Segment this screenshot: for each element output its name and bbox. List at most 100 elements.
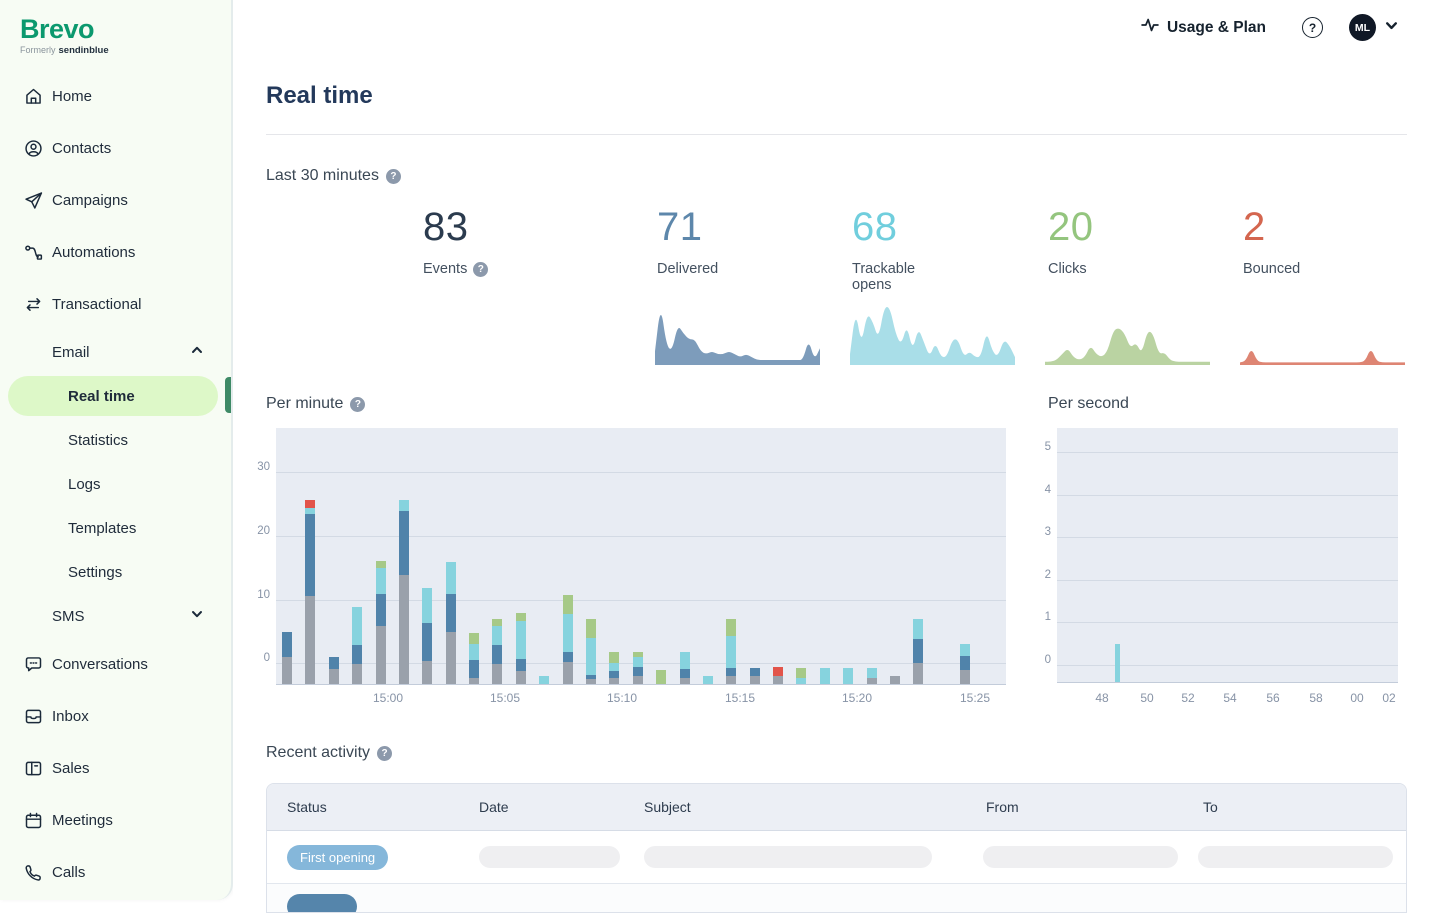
table-row[interactable]: First opening bbox=[267, 831, 1406, 883]
per-minute-bar-15:17 bbox=[773, 666, 783, 684]
avatar[interactable]: ML bbox=[1349, 14, 1376, 41]
bar-segment-trackable-opens bbox=[819, 668, 830, 684]
status-badge bbox=[287, 894, 357, 912]
pulse-icon bbox=[1140, 15, 1160, 40]
sidebar-item-automations[interactable]: Automations bbox=[0, 226, 231, 278]
column-header-to: To bbox=[1203, 799, 1218, 815]
per-minute-bar-14:57 bbox=[305, 500, 316, 684]
loading-skeleton bbox=[479, 846, 620, 868]
sidebar-item-inbox[interactable]: Inbox bbox=[0, 690, 231, 742]
sidebar-item-label: Email bbox=[52, 343, 90, 361]
recent-activity-help-icon[interactable]: ? bbox=[377, 745, 393, 761]
sidebar-item-label: Statistics bbox=[68, 431, 129, 449]
sidebar-item-settings[interactable]: Settings bbox=[0, 550, 231, 594]
per-minute-bar-15:02 bbox=[422, 588, 433, 684]
sparkline-bounced bbox=[1240, 351, 1405, 365]
sidebar-item-label: Home bbox=[52, 87, 93, 105]
y-tick-label: 0 bbox=[1044, 653, 1051, 666]
bar-segment-delivered bbox=[375, 593, 386, 626]
bar-segment-trackable-opens bbox=[960, 643, 970, 656]
per-minute-bar-15:16 bbox=[749, 668, 760, 684]
sidebar-item-campaigns[interactable]: Campaigns bbox=[0, 174, 231, 226]
bar-segment-trackable-opens bbox=[866, 668, 877, 678]
bar-segment-delivered bbox=[515, 658, 526, 671]
bar-segment-events bbox=[375, 625, 386, 684]
sales-icon bbox=[23, 758, 44, 779]
per-minute-help-icon[interactable]: ? bbox=[350, 396, 366, 412]
sidebar-item-sales[interactable]: Sales bbox=[0, 742, 231, 794]
sidebar-item-email[interactable]: Email bbox=[0, 330, 231, 374]
sidebar-item-label: Real time bbox=[68, 387, 135, 405]
bar-segment-events bbox=[328, 669, 339, 684]
gridline bbox=[1057, 494, 1398, 496]
sidebar-item-conversations[interactable]: Conversations bbox=[0, 638, 231, 690]
per-minute-bar-15:20 bbox=[843, 668, 854, 684]
sidebar-item-label: Inbox bbox=[52, 707, 89, 725]
sidebar-item-label: Campaigns bbox=[52, 191, 128, 209]
bar-segment-clicks bbox=[609, 652, 620, 664]
bar-segment-delivered bbox=[305, 513, 316, 597]
automations-icon bbox=[23, 242, 44, 263]
bar-segment-trackable-opens bbox=[632, 657, 643, 667]
per-minute-bar-15:03 bbox=[445, 562, 456, 684]
loading-skeleton bbox=[1198, 846, 1393, 868]
table-header-row: Status Date Subject From To bbox=[267, 784, 1406, 831]
calls-icon bbox=[23, 862, 44, 883]
stat-events: 83 Events? bbox=[423, 205, 489, 277]
events-help-icon[interactable]: ? bbox=[473, 261, 489, 277]
bar-segment-events bbox=[960, 670, 970, 684]
per-minute-bar-15:19 bbox=[819, 668, 830, 684]
stat-clicks: 20 Clicks bbox=[1048, 205, 1094, 277]
bar-segment-trackable-opens bbox=[726, 636, 737, 669]
sidebar-item-meetings[interactable]: Meetings bbox=[0, 794, 231, 846]
sidebar-item-contacts[interactable]: Contacts bbox=[0, 122, 231, 174]
x-tick-label: 15:25 bbox=[959, 691, 991, 705]
column-header-date: Date bbox=[479, 799, 509, 815]
x-tick-label: 52 bbox=[1181, 691, 1195, 705]
per-minute-bar-15:11 bbox=[632, 652, 643, 684]
bar-segment-events bbox=[562, 662, 573, 684]
sidebar-item-statistics[interactable]: Statistics bbox=[0, 418, 231, 462]
sidebar-item-home[interactable]: Home bbox=[0, 70, 231, 122]
help-icon[interactable]: ? bbox=[1302, 17, 1323, 38]
bar-segment-trackable-opens bbox=[352, 606, 363, 645]
bar-segment-delivered bbox=[749, 668, 760, 677]
bar-segment-trackable-opens bbox=[515, 620, 526, 659]
sidebar-item-label: SMS bbox=[52, 607, 85, 625]
stat-value: 20 bbox=[1048, 205, 1094, 249]
sidebar-item-real-time[interactable]: Real time bbox=[0, 374, 231, 418]
sidebar-item-calls[interactable]: Calls bbox=[0, 846, 231, 898]
bar-segment-delivered bbox=[422, 623, 433, 662]
sidebar-nav: Home Contacts Campaigns Automations Transact… bbox=[0, 70, 231, 898]
stat-value: 68 bbox=[852, 205, 898, 249]
brevo-logo[interactable]: Brevo Formerly sendinblue bbox=[20, 14, 109, 56]
usage-and-plan-button[interactable]: Usage & Plan bbox=[1140, 15, 1266, 40]
sidebar-item-templates[interactable]: Templates bbox=[0, 506, 231, 550]
stat-bounced: 2 Bounced bbox=[1243, 205, 1300, 277]
x-tick-label: 15:05 bbox=[489, 691, 521, 705]
stat-value: 71 bbox=[657, 205, 703, 249]
transactional-icon bbox=[23, 294, 44, 315]
per-minute-bar-15:10 bbox=[609, 652, 620, 684]
sidebar-item-sms[interactable]: SMS bbox=[0, 594, 231, 638]
gridline bbox=[1057, 622, 1398, 623]
page-title: Real time bbox=[266, 82, 373, 109]
recent-activity-heading: Recent activity ? bbox=[266, 744, 393, 762]
last-30-minutes-help-icon[interactable]: ? bbox=[385, 168, 401, 184]
per-minute-bar-15:14 bbox=[702, 676, 713, 684]
bar-segment-clicks bbox=[796, 668, 807, 678]
sidebar-item-label: Calls bbox=[52, 863, 86, 881]
table-row[interactable] bbox=[267, 883, 1406, 912]
bar-segment-events bbox=[469, 677, 479, 684]
brand-formerly-name: sendinblue bbox=[58, 45, 109, 56]
stat-value: 2 bbox=[1243, 205, 1266, 249]
status-badge: First opening bbox=[287, 845, 389, 870]
account-chevron-down-icon[interactable] bbox=[1385, 19, 1398, 37]
sidebar-item-logs[interactable]: Logs bbox=[0, 462, 231, 506]
x-tick-label: 15:10 bbox=[606, 691, 638, 705]
sparkline-clicks bbox=[1045, 328, 1210, 365]
per-minute-bar-15:04 bbox=[469, 632, 479, 684]
sidebar-item-transactional[interactable]: Transactional bbox=[0, 278, 231, 330]
bar-segment-delivered bbox=[445, 593, 456, 632]
y-tick-label: 4 bbox=[1044, 483, 1051, 496]
